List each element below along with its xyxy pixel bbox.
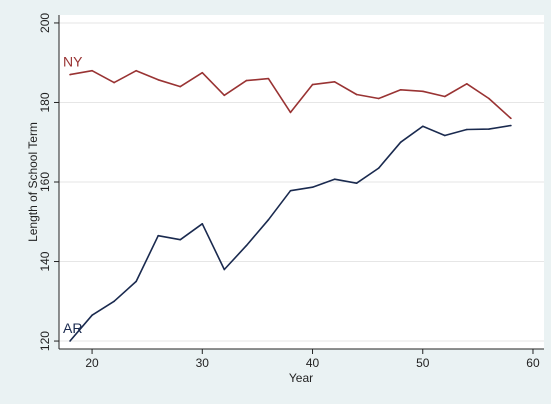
data-point-ar: [179, 238, 182, 241]
x-tick-label: 30: [196, 356, 210, 370]
data-point-ar: [113, 300, 115, 303]
data-point-ar: [355, 182, 358, 184]
data-point-ny: [355, 93, 358, 96]
data-point-ar: [245, 244, 248, 247]
data-point-ar: [223, 268, 226, 271]
y-tick-label: 120: [38, 331, 52, 351]
data-point-ar: [69, 340, 71, 342]
x-tick-label: 20: [85, 356, 99, 370]
data-point-ny: [245, 79, 248, 82]
gridlines: [59, 22, 544, 342]
data-point-ny: [267, 77, 270, 80]
data-point-ny: [113, 81, 115, 84]
y-axis-ticks: 120 140 160 180 200: [38, 13, 59, 351]
data-point-ny: [421, 90, 424, 93]
data-point-ny: [223, 94, 226, 97]
data-point-ny: [135, 69, 137, 72]
y-tick-label: 140: [38, 251, 52, 271]
data-point-ny: [466, 82, 468, 85]
x-tick-label: 50: [416, 356, 430, 370]
data-point-ar: [311, 186, 314, 188]
x-tick-label: 60: [526, 356, 540, 370]
data-point-ny: [377, 97, 380, 100]
data-point-ny: [179, 85, 182, 88]
y-tick-label: 200: [38, 13, 52, 33]
data-point-ar: [333, 178, 336, 181]
data-point-ar: [377, 167, 380, 169]
data-point-ar: [157, 234, 160, 237]
x-tick-label: 40: [306, 356, 320, 370]
data-point-ar: [510, 124, 512, 127]
data-point-ny: [488, 97, 490, 100]
data-point-ny: [289, 111, 292, 114]
data-point-ny: [157, 79, 160, 81]
series-label-ar: AR: [63, 320, 82, 336]
series-layer: NY AR: [63, 54, 512, 342]
data-point-ar: [466, 128, 468, 131]
data-point-ar: [267, 218, 270, 221]
data-point-ny: [399, 88, 402, 91]
data-point-ny: [510, 117, 512, 120]
y-tick-label: 180: [38, 92, 52, 112]
data-point-ar: [399, 141, 402, 144]
data-point-ny: [443, 95, 446, 98]
y-tick-label: 160: [38, 172, 52, 192]
data-point-ny: [201, 71, 204, 74]
data-point-ny: [333, 81, 336, 83]
x-axis-title: Year: [289, 371, 313, 385]
data-point-ar: [91, 314, 93, 317]
data-point-ar: [421, 125, 424, 128]
data-point-ar: [289, 189, 292, 192]
x-axis-ticks: 20 30 40 50 60: [85, 349, 540, 370]
data-point-ar: [488, 128, 490, 130]
data-point-ny: [91, 69, 93, 72]
data-point-ny: [311, 83, 314, 86]
y-axis-title: Length of School Term: [26, 122, 40, 242]
data-point-ar: [135, 280, 137, 283]
data-point-ar: [443, 134, 446, 137]
series-label-ny: NY: [63, 54, 83, 70]
data-point-ar: [201, 222, 204, 225]
data-point-ny: [69, 73, 71, 76]
